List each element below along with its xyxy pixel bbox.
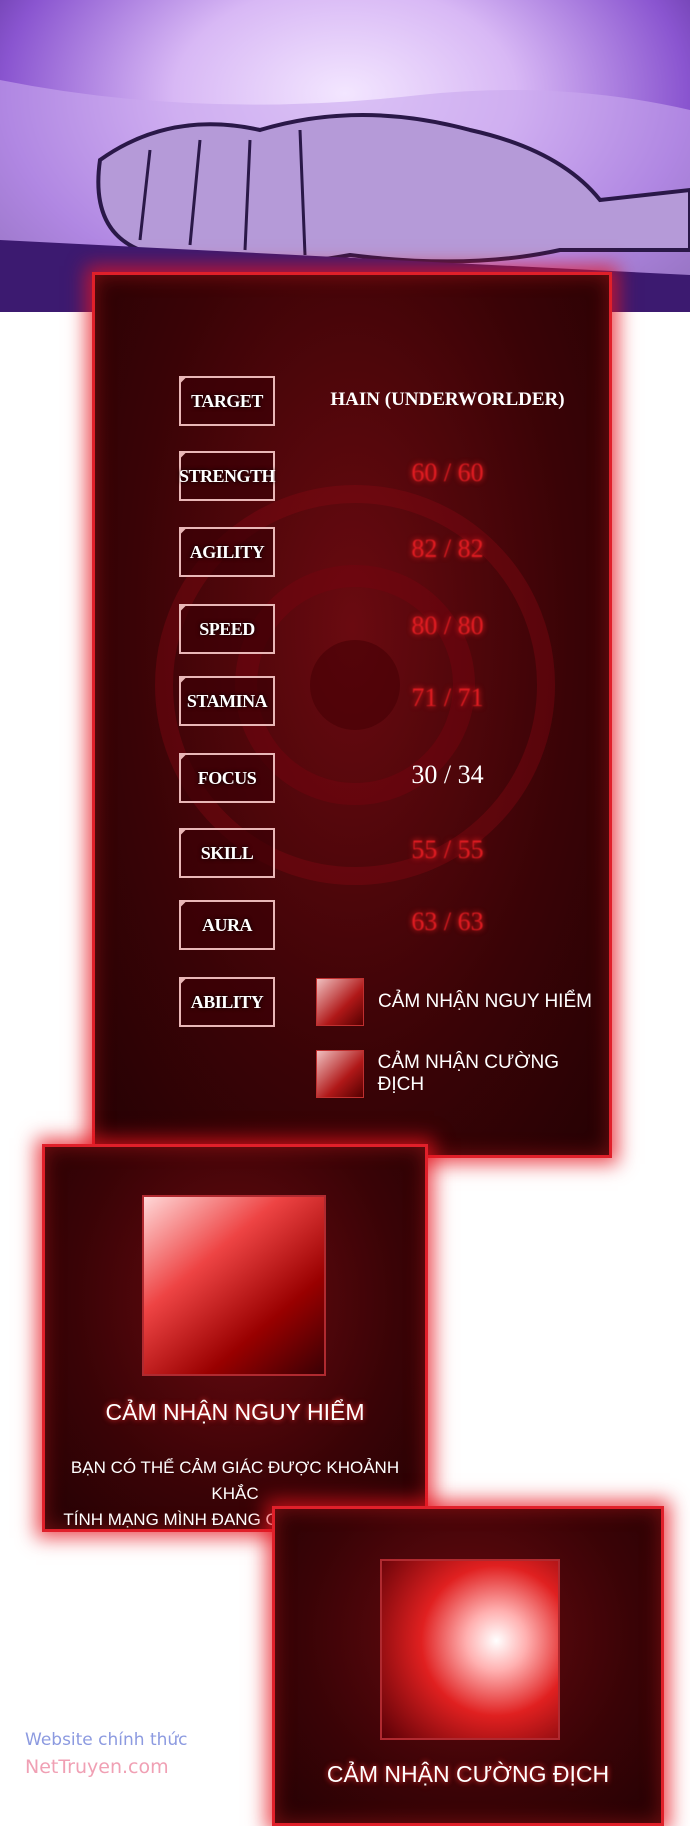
watermark-line: Website chính thức: [25, 1730, 188, 1750]
stat-label-skill: SKILL: [179, 828, 275, 878]
ability-item-danger-sense: CẢM NHẬN NGUY HIỂM: [316, 978, 592, 1026]
stat-label-strength: STRENGTH: [179, 451, 276, 501]
stat-value-speed: 80 / 80: [411, 611, 484, 640]
card-title: CẢM NHẬN NGUY HIỂM: [105, 1399, 365, 1425]
stat-value-focus: 30 / 34: [411, 760, 484, 789]
stat-label-ability: ABILITY: [179, 977, 275, 1027]
stat-label-stamina: STAMINA: [179, 676, 275, 726]
stat-value-aura: 63 / 63: [411, 907, 484, 936]
stat-label-agility: AGILITY: [179, 527, 275, 577]
clasped-hands-illustration: [0, 80, 690, 312]
ability-item-enemy-sense: CẢM NHẬN CƯỜNG ĐỊCH: [316, 1050, 609, 1098]
stat-value-strength: 60 / 60: [411, 458, 484, 487]
eye-emblem-pupil: [310, 640, 400, 730]
stat-label-focus: FOCUS: [179, 753, 275, 803]
ability-name: CẢM NHẬN CƯỜNG ĐỊCH: [377, 1052, 560, 1095]
card-title: CẢM NHẬN CƯỜNG ĐỊCH: [326, 1761, 610, 1787]
status-window: TARGET HAIN (UNDERWORLDER) STRENGTH 60 /…: [92, 272, 612, 1158]
stat-value-stamina: 71 / 71: [411, 683, 484, 712]
stat-label-aura: AURA: [179, 900, 275, 950]
stat-label-speed: SPEED: [179, 604, 275, 654]
danger-sense-illustration: [142, 1195, 326, 1376]
danger-sense-icon: [316, 978, 364, 1026]
stat-value-target: HAIN (UNDERWORLDER): [330, 389, 565, 410]
enemy-sense-icon: [316, 1050, 364, 1098]
watermark-site: NetTruyen.com: [25, 1756, 169, 1778]
top-art-hands-panel: [0, 0, 690, 312]
stat-label-target: TARGET: [179, 376, 275, 426]
ability-name: CẢM NHẬN NGUY HIỂM: [378, 991, 592, 1012]
stat-value-agility: 82 / 82: [411, 534, 484, 563]
card-description-line: BẠN CÓ THỂ CẢM GIÁC ĐƯỢC KHOẢNH KHẮC: [70, 1458, 400, 1503]
stat-value-skill: 55 / 55: [411, 835, 484, 864]
ability-card-enemy-sense: CẢM NHẬN CƯỜNG ĐỊCH: [272, 1506, 664, 1826]
enemy-sense-illustration: [380, 1559, 560, 1740]
ability-card-danger-sense: CẢM NHẬN NGUY HIỂM BẠN CÓ THỂ CẢM GIÁC Đ…: [42, 1144, 428, 1532]
